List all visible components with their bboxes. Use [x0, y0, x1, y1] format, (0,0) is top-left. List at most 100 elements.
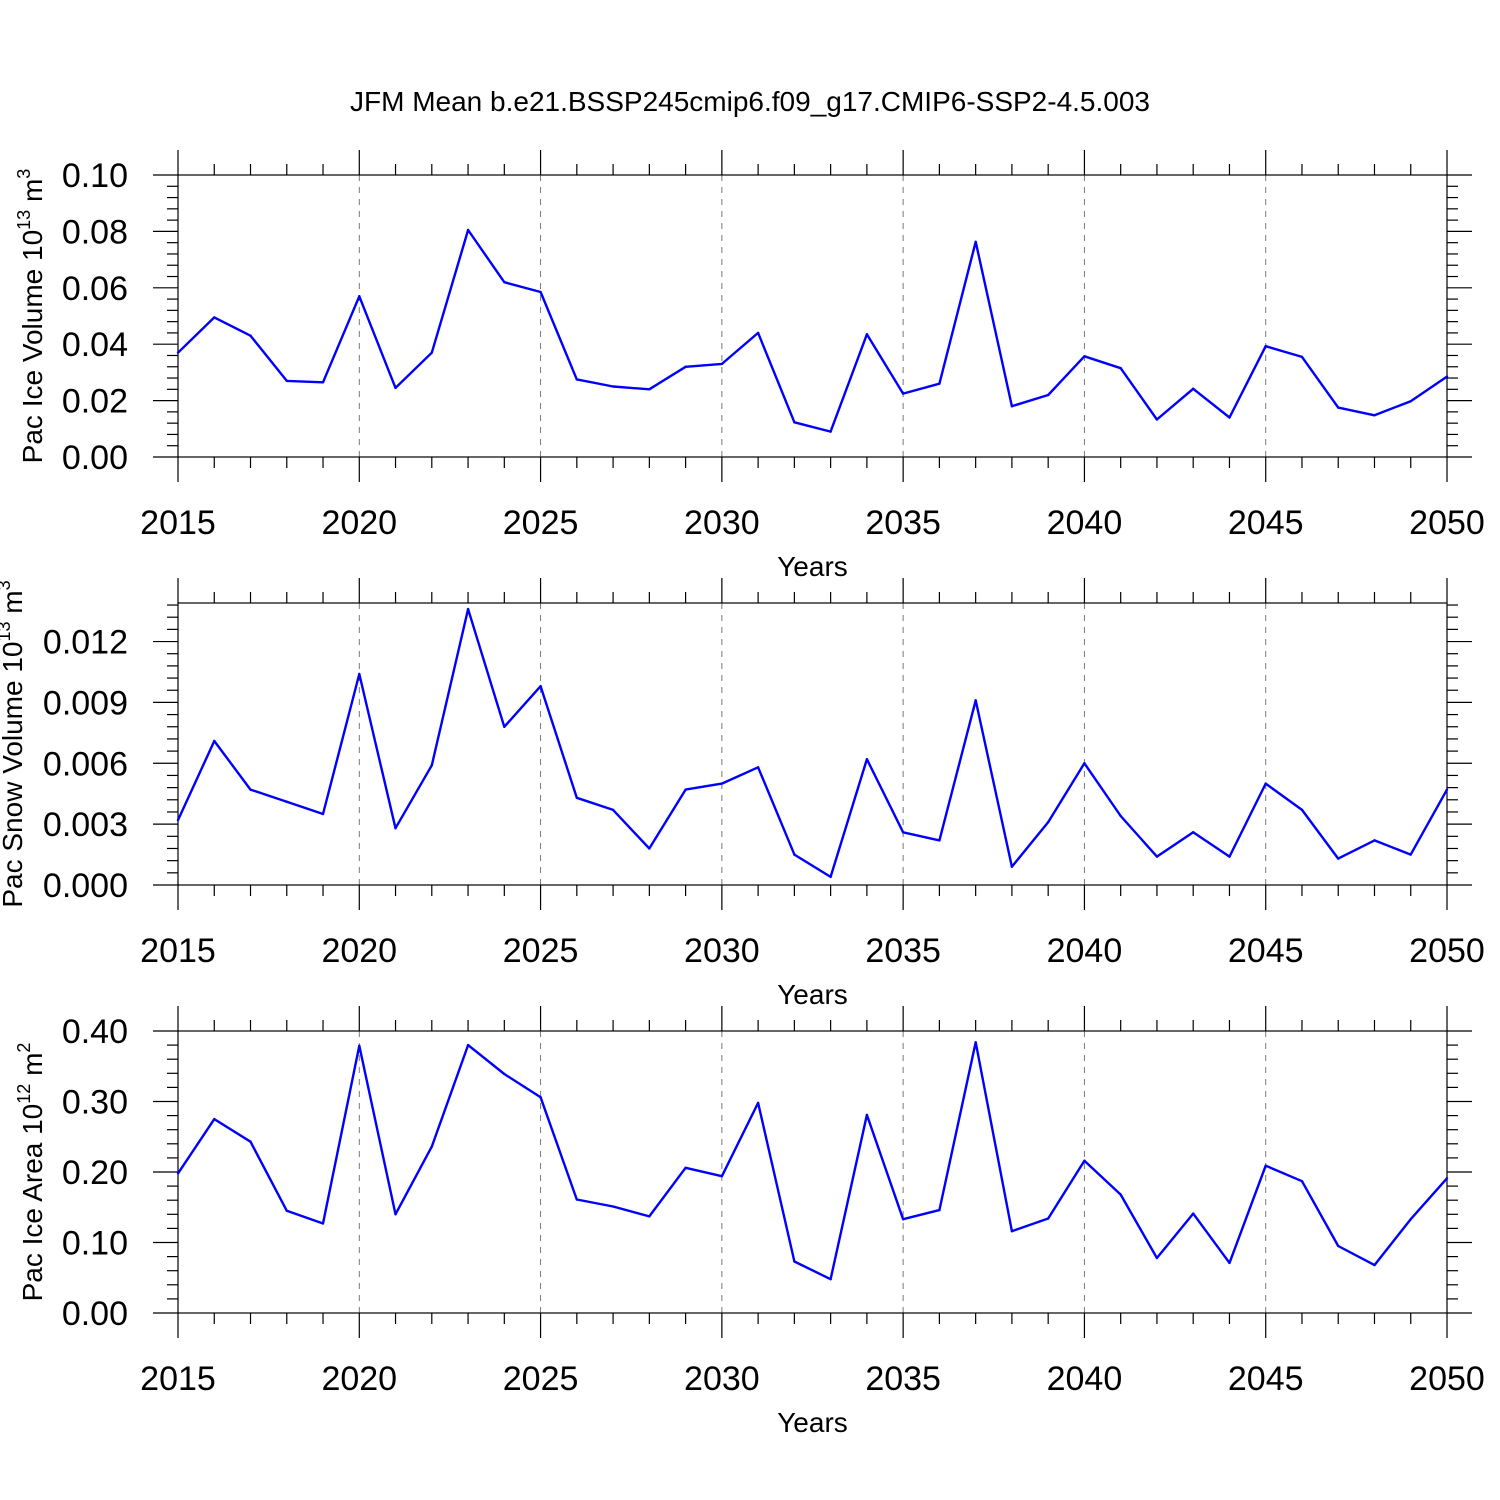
- data-point: [285, 1209, 288, 1212]
- y-axis-label-unit-exponent: 3: [0, 580, 14, 590]
- data-point: [1192, 387, 1195, 390]
- data-point: [394, 386, 397, 390]
- x-tick-label: 2035: [865, 504, 941, 542]
- data-point: [829, 430, 832, 433]
- data-point: [466, 1043, 470, 1047]
- data-point: [1409, 399, 1412, 403]
- data-point: [684, 788, 687, 791]
- y-tick-label: 0.30: [62, 1084, 128, 1122]
- data-point: [1445, 1177, 1449, 1180]
- data-point: [938, 1208, 941, 1212]
- data-point: [1264, 1164, 1267, 1167]
- data-point: [1300, 355, 1304, 359]
- data-point: [648, 1215, 651, 1218]
- x-tick-label: 2025: [503, 932, 579, 970]
- data-point: [901, 831, 905, 834]
- x-tick-label: 2030: [684, 504, 760, 542]
- data-point: [720, 362, 724, 366]
- panel-3: 2015 2020 2025 2030 2035 2040 2045 2050 0.00 0.10…: [14, 1006, 1485, 1438]
- data-point: [213, 739, 216, 743]
- y-tick-label: 0.20: [62, 1154, 128, 1192]
- y-axis-label: Pac Ice Area 1012 m2: [14, 1043, 48, 1302]
- data-point: [285, 379, 288, 383]
- data-point: [1264, 782, 1267, 785]
- data-point: [176, 1172, 180, 1175]
- y-axis-label-exponent: 12: [14, 1084, 34, 1104]
- data-point: [1337, 406, 1340, 409]
- data-point: [539, 684, 542, 688]
- data-point: [1445, 788, 1449, 791]
- data-point: [829, 1277, 832, 1281]
- y-axis-label-unit-exponent: 3: [14, 169, 34, 179]
- data-point: [648, 847, 651, 850]
- data-point: [611, 1205, 615, 1208]
- x-tick-label: 2020: [321, 504, 397, 542]
- data-point: [901, 392, 905, 395]
- data-point: [938, 839, 941, 842]
- y-axis-label-main: Pac Snow Volume 10: [0, 641, 28, 907]
- data-point: [176, 351, 180, 354]
- data-point: [1155, 418, 1159, 421]
- x-tick-label: 2015: [140, 1360, 216, 1398]
- x-tick-label: 2020: [321, 932, 397, 970]
- y-axis-label-unit: m: [17, 179, 48, 210]
- data-point: [1046, 820, 1050, 824]
- y-tick-label: 0.04: [62, 326, 128, 364]
- data-point: [1409, 853, 1412, 856]
- data-point: [539, 290, 542, 294]
- data-point: [974, 699, 977, 702]
- data-point: [176, 818, 180, 822]
- data-point: [1010, 865, 1014, 868]
- data-point: [321, 381, 325, 384]
- plot-frame: [177, 174, 1448, 458]
- y-tick-label: 0.40: [62, 1013, 128, 1051]
- data-point: [1300, 1179, 1304, 1183]
- data-point: [575, 378, 579, 381]
- y-tick-label: 0.003: [43, 806, 128, 844]
- data-point: [321, 812, 325, 816]
- x-tick-label: 2025: [503, 1360, 579, 1398]
- data-point: [865, 758, 869, 761]
- y-axis-label-exponent: 13: [14, 210, 34, 230]
- x-tick-label: 2035: [865, 932, 941, 970]
- data-point: [611, 808, 615, 812]
- x-tick-label: 2045: [1228, 504, 1304, 542]
- data-point: [1337, 1244, 1340, 1248]
- data-point: [1228, 1261, 1231, 1265]
- data-point: [974, 1041, 977, 1044]
- y-axis-label-main: Pac Ice Area 10: [17, 1104, 48, 1302]
- data-point: [213, 1117, 216, 1121]
- x-tick-label: 2045: [1228, 1360, 1304, 1398]
- data-point: [1192, 1212, 1195, 1215]
- x-tick-label: 2030: [684, 1360, 760, 1398]
- y-tick-label: 0.10: [62, 1225, 128, 1263]
- x-axis-label: Years: [777, 979, 848, 1010]
- data-point: [358, 1044, 361, 1048]
- data-point: [1409, 1218, 1412, 1221]
- x-tick-label: 2050: [1409, 932, 1485, 970]
- x-tick-label: 2020: [321, 1360, 397, 1398]
- y-tick-label: 0.006: [43, 745, 128, 783]
- data-point: [1119, 366, 1122, 370]
- data-point: [503, 1072, 506, 1076]
- data-point: [1373, 839, 1376, 842]
- data-point: [793, 853, 796, 856]
- data-point: [1300, 808, 1304, 812]
- data-point: [539, 1096, 542, 1099]
- x-tick-label: 2040: [1047, 932, 1123, 970]
- y-tick-label: 0.02: [62, 383, 128, 421]
- panel-2: 2015 2020 2025 2030 2035 2040 2045 2050 0.000 0.0…: [0, 578, 1485, 1010]
- y-axis-label-main: Pac Ice Volume 10: [17, 230, 48, 463]
- x-tick-label: 2050: [1409, 504, 1485, 542]
- data-point: [865, 1113, 869, 1117]
- data-point: [1228, 855, 1231, 858]
- x-axis-label: Years: [777, 1407, 848, 1438]
- data-point: [974, 240, 977, 244]
- data-point: [430, 764, 433, 767]
- x-tick-label: 2025: [503, 504, 579, 542]
- data-point: [1264, 344, 1267, 348]
- data-point: [938, 382, 941, 385]
- figure-title: JFM Mean b.e21.BSSP245cmip6.f09_g17.CMIP…: [350, 86, 1150, 117]
- panels: 2015 2020 2025 2030 2035 2040 2045 2050 0.00 0.02…: [0, 150, 1485, 1438]
